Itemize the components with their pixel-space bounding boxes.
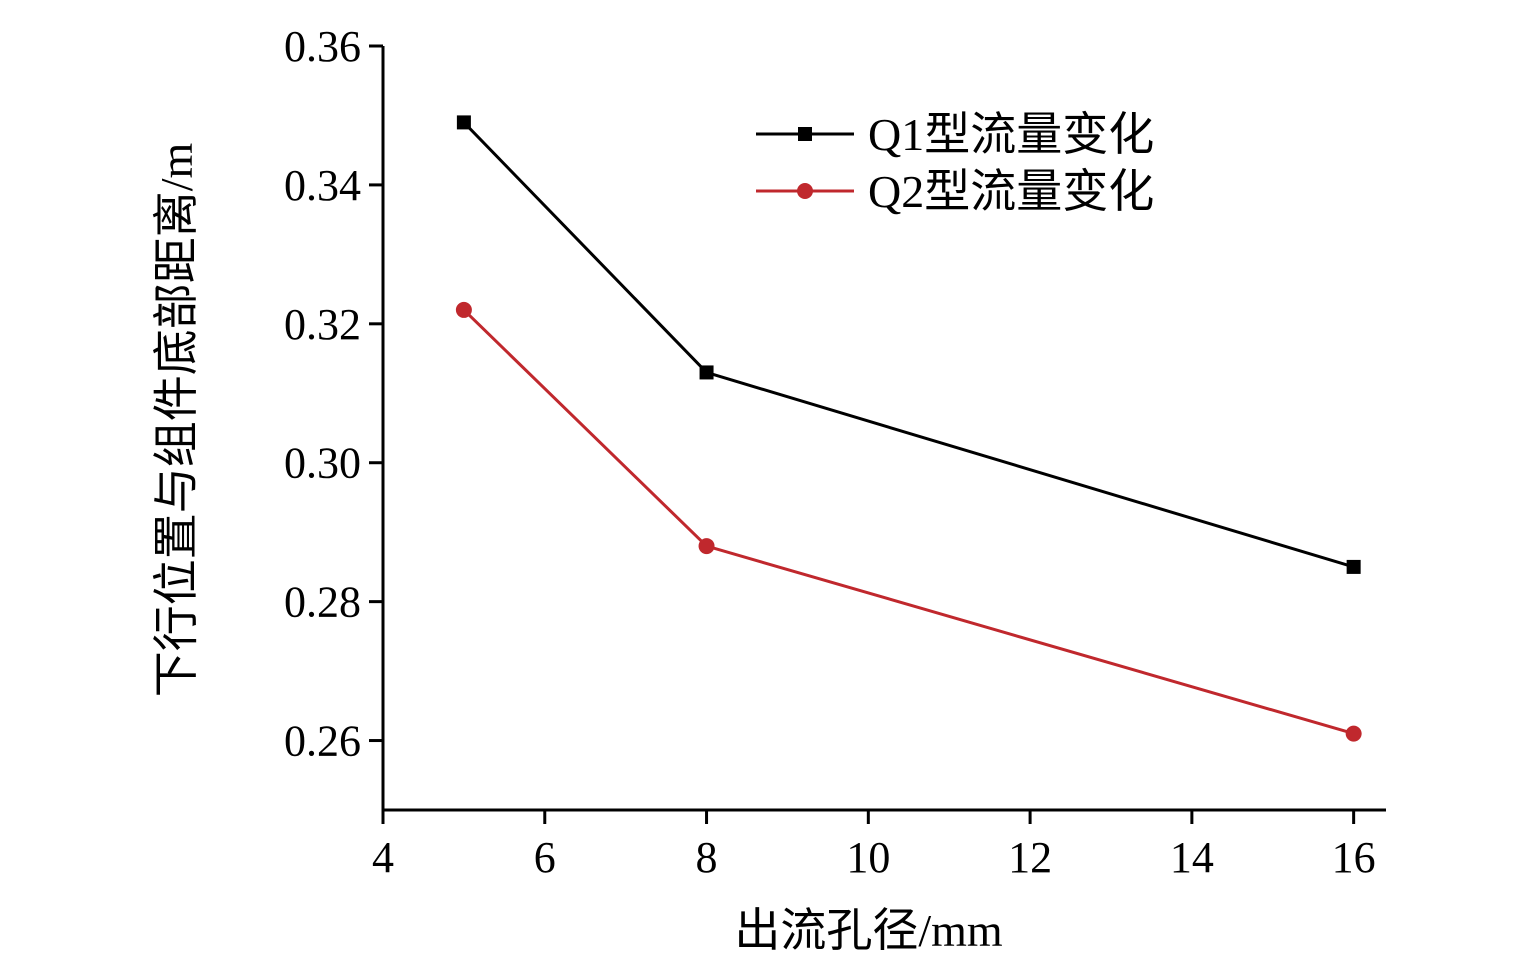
axes [381, 46, 1386, 812]
y-tick-label: 0.34 [284, 161, 361, 210]
legend-item: Q2型流量变化 [756, 166, 1154, 217]
y-tick-label: 0.26 [284, 717, 361, 766]
y-axis-ticks: 0.26 0.28 0.30 0.32 0.34 0.36 [284, 22, 383, 766]
legend-item: Q1型流量变化 [756, 109, 1154, 160]
x-tick-label: 10 [846, 833, 890, 882]
x-tick-label: 12 [1008, 833, 1052, 882]
y-axis-title: 下行位置与组件底部距离/m [151, 143, 202, 698]
series-line [462, 308, 1355, 736]
legend-label: Q1型流量变化 [868, 109, 1154, 160]
series-2 [455, 301, 1362, 742]
y-tick-label: 0.30 [284, 439, 361, 488]
x-axis-ticks: 4 6 8 10 12 14 16 [372, 810, 1376, 882]
x-tick-label: 16 [1332, 833, 1376, 882]
data-point [699, 365, 714, 380]
x-tick-label: 14 [1170, 833, 1214, 882]
legend-marker [798, 127, 812, 141]
x-tick-label: 4 [372, 833, 394, 882]
legend: Q1型流量变化 Q2型流量变化 [756, 109, 1154, 217]
x-tick-label: 6 [534, 833, 556, 882]
y-tick-label: 0.32 [284, 300, 361, 349]
x-tick-label: 8 [696, 833, 718, 882]
legend-marker [797, 183, 813, 199]
data-point [456, 115, 471, 130]
series-layer [455, 115, 1362, 742]
data-point [698, 538, 715, 555]
series-1 [456, 115, 1361, 574]
data-point [1346, 559, 1361, 574]
y-tick-label: 0.36 [284, 22, 361, 71]
x-axis-title: 出流孔径/mm [734, 905, 1003, 956]
data-point [1345, 725, 1362, 742]
legend-label: Q2型流量变化 [868, 166, 1154, 217]
data-point [455, 301, 472, 318]
y-tick-label: 0.28 [284, 578, 361, 627]
